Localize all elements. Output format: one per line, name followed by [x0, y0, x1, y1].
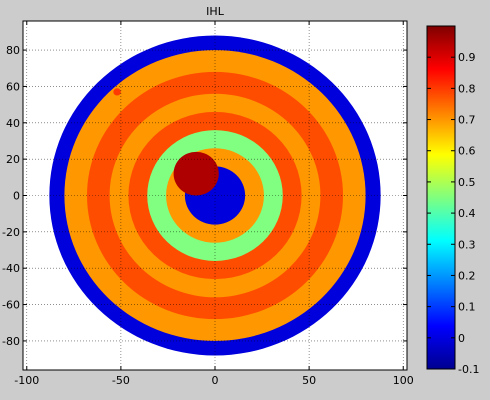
heatmap-high-sector — [173, 151, 219, 196]
colorbar-gradient — [426, 25, 456, 370]
x-tick-label-2: 0 — [212, 374, 219, 387]
y-tick-label-5: 20 — [6, 153, 20, 166]
plot-area: -100 -50 0 50 100 -80 -60 -40 -20 0 20 40 60 80 — [2, 20, 414, 387]
y-tick-label-0: -80 — [2, 335, 20, 348]
colorbar-tick-label-5: 0.4 — [458, 207, 476, 220]
colorbar-tick-label-1: 0 — [458, 332, 465, 345]
x-tick-label-0: -100 — [14, 374, 39, 387]
colorbar-tick-label-4: 0.3 — [458, 238, 476, 251]
colorbar-tick-label-9: 0.8 — [458, 82, 476, 95]
x-axis: -100 -50 0 50 100 — [14, 21, 414, 387]
heatmap-high-cell — [113, 88, 121, 96]
x-tick-label-4: 100 — [393, 374, 414, 387]
chart-title: IHL — [206, 5, 225, 18]
colorbar-tick-label-2: 0.1 — [458, 301, 476, 314]
colorbar-tick-label-0: -0.1 — [458, 363, 479, 376]
colorbar: -0.1 0 0.1 0.2 0.3 0.4 0.5 0.6 0.7 0.8 0.9 — [426, 25, 479, 376]
y-axis: -80 -60 -40 -20 0 20 40 60 80 — [2, 44, 407, 348]
y-tick-label-2: -40 — [2, 262, 20, 275]
x-tick-label-3: 50 — [302, 374, 316, 387]
y-tick-label-4: 0 — [13, 190, 20, 203]
x-tick-label-1: -50 — [112, 374, 130, 387]
y-tick-label-7: 60 — [6, 80, 20, 93]
colorbar-tick-label-10: 0.9 — [458, 51, 476, 64]
colorbar-tick-label-6: 0.5 — [458, 176, 476, 189]
y-tick-label-1: -60 — [2, 299, 20, 312]
y-tick-label-3: -20 — [2, 226, 20, 239]
colorbar-tick-label-7: 0.6 — [458, 145, 476, 158]
y-tick-label-6: 40 — [6, 117, 20, 130]
colorbar-ticks: -0.1 0 0.1 0.2 0.3 0.4 0.5 0.6 0.7 0.8 0.9 — [427, 51, 479, 376]
colorbar-tick-label-3: 0.2 — [458, 269, 476, 282]
colorbar-tick-label-8: 0.7 — [458, 114, 476, 127]
y-tick-label-8: 80 — [6, 44, 20, 57]
